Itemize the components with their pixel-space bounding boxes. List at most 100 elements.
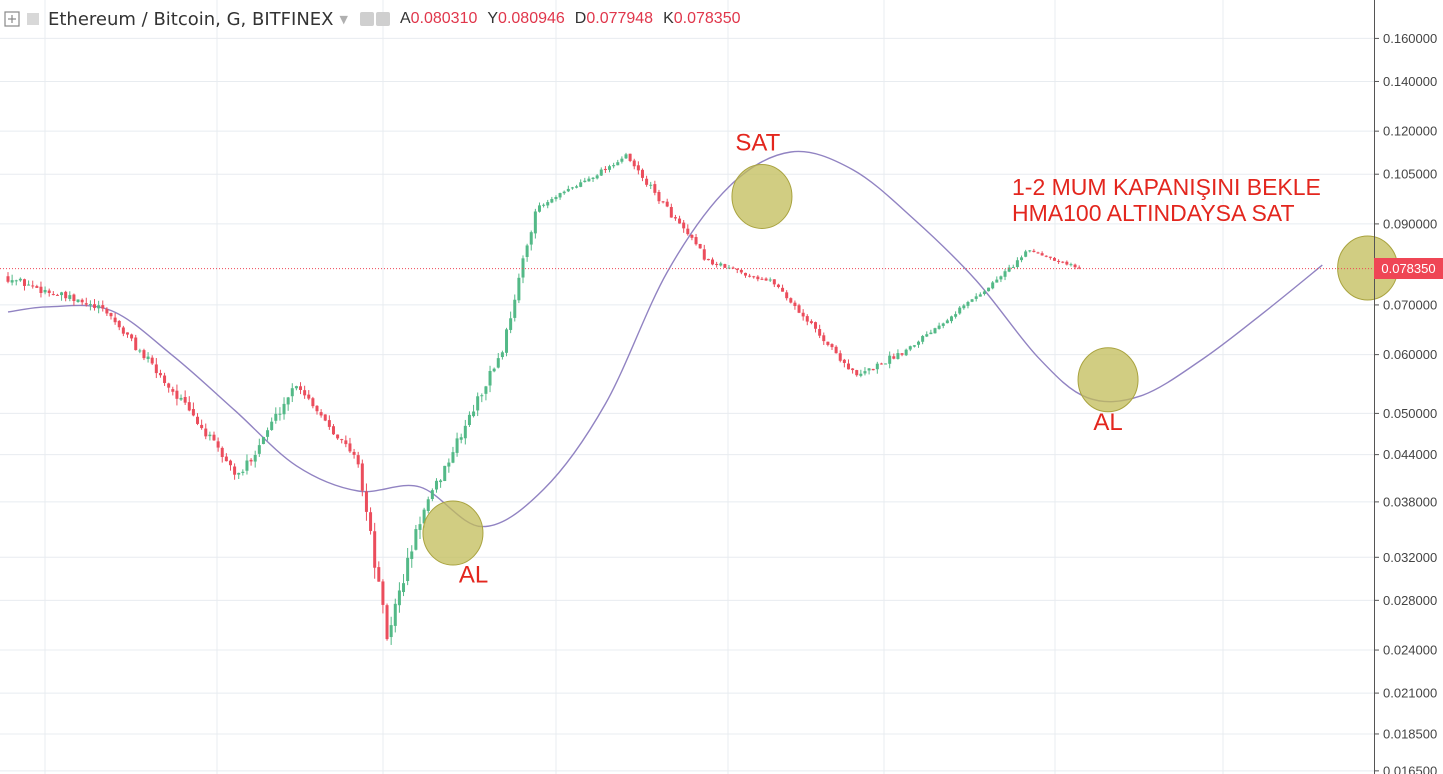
candle — [917, 340, 921, 348]
candle-body — [121, 327, 125, 334]
candle — [187, 396, 191, 412]
candle-body — [253, 454, 257, 462]
candle-body — [1007, 267, 1011, 272]
candle-body — [344, 440, 348, 445]
candle-body — [130, 334, 134, 339]
candle — [500, 350, 504, 360]
flag-icon[interactable] — [26, 11, 40, 27]
candle-body — [191, 409, 195, 416]
candle-body — [793, 302, 797, 307]
candle-body — [867, 368, 871, 371]
candle-body — [739, 269, 743, 273]
candle — [39, 281, 43, 298]
eye-icon[interactable] — [359, 12, 374, 26]
candle-body — [88, 304, 92, 306]
candle — [455, 432, 459, 457]
candle — [974, 293, 978, 302]
candle — [653, 180, 657, 196]
candle — [962, 303, 966, 310]
candle-body — [826, 341, 830, 345]
candle — [163, 372, 167, 386]
candle-body — [307, 394, 311, 399]
expand-icon[interactable] — [4, 11, 20, 27]
candle — [113, 312, 117, 325]
candle — [987, 287, 991, 292]
candle-body — [154, 364, 158, 374]
candle — [55, 293, 59, 296]
candle — [657, 189, 661, 204]
candle — [706, 258, 710, 261]
axis-tick-label: 0.090000 — [1383, 216, 1437, 231]
candle — [327, 415, 331, 430]
candle — [995, 276, 999, 283]
candle — [949, 315, 953, 324]
candle-body — [125, 332, 129, 335]
candle — [406, 547, 410, 586]
candle-body — [290, 388, 294, 397]
candle-body — [64, 291, 68, 299]
candle — [830, 343, 834, 351]
candle-body — [624, 154, 628, 159]
candle — [377, 561, 381, 582]
candle — [612, 162, 616, 169]
candle — [1077, 265, 1081, 270]
candle-body — [472, 411, 476, 417]
candle-body — [554, 196, 558, 200]
candle-body — [360, 463, 364, 491]
candle — [43, 286, 47, 295]
candle — [253, 450, 257, 468]
candle — [776, 283, 780, 289]
candle — [900, 353, 904, 357]
candle — [719, 261, 723, 267]
price-axis[interactable]: 0.1900000.1600000.1400000.1200000.105000… — [1374, 0, 1437, 774]
candle-body — [921, 336, 925, 342]
candle-body — [888, 355, 892, 364]
candle — [315, 405, 319, 415]
candle — [785, 290, 789, 301]
gear-icon[interactable] — [375, 12, 390, 26]
candle-body — [27, 284, 31, 286]
candle-body — [801, 312, 805, 317]
candle — [299, 382, 303, 395]
candle — [76, 299, 80, 303]
candle — [447, 458, 451, 473]
candle — [966, 300, 970, 309]
candle — [814, 321, 818, 333]
candle — [294, 385, 298, 391]
candle-body — [513, 299, 517, 318]
candle — [191, 402, 195, 417]
candle — [138, 348, 142, 354]
chevron-down-icon[interactable]: ▼ — [339, 12, 348, 26]
candle — [130, 333, 134, 342]
candle-body — [315, 405, 319, 412]
candle-body — [735, 268, 739, 270]
candle — [270, 417, 274, 431]
symbol-title[interactable]: Ethereum / Bitcoin, G, BITFINEX — [48, 8, 334, 30]
candle-body — [781, 287, 785, 292]
candle — [595, 174, 599, 180]
candle-body — [134, 337, 138, 351]
candle-body — [101, 305, 105, 309]
candle-body — [331, 426, 335, 435]
candle-body — [175, 390, 179, 399]
candle-body — [336, 434, 340, 439]
candle — [84, 297, 88, 307]
candle-body — [686, 228, 690, 235]
candle — [484, 385, 488, 401]
candle — [35, 284, 39, 288]
ohlc-high: Y0.080946 — [487, 10, 565, 27]
candle — [241, 469, 245, 476]
candle-body — [743, 272, 747, 276]
candle — [937, 322, 941, 330]
candle-body — [397, 590, 401, 606]
candle-body — [711, 259, 715, 265]
candle — [871, 368, 875, 371]
candle — [690, 234, 694, 241]
candle-body — [776, 284, 780, 288]
candle-body — [715, 263, 719, 265]
candle-body — [941, 323, 945, 326]
candle — [344, 435, 348, 448]
candle — [414, 524, 418, 551]
candle — [146, 352, 150, 363]
